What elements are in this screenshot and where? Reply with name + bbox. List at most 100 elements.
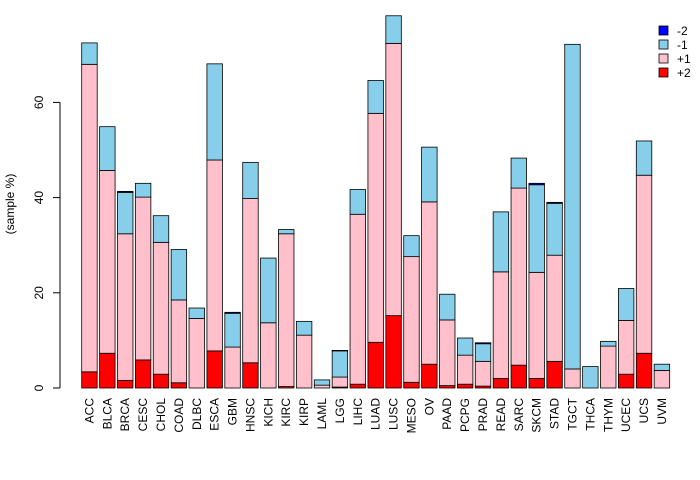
x-tick-label: DLBC bbox=[190, 398, 204, 430]
x-tick-label: LAML bbox=[315, 398, 329, 430]
bar-stack-laml bbox=[313, 379, 331, 389]
bar-stack-lihc bbox=[349, 189, 366, 389]
bar-segment-brca-plus1 bbox=[117, 233, 134, 381]
bar-segment-blca-plus2 bbox=[99, 352, 116, 389]
bar-segment-luad-plus1 bbox=[367, 112, 384, 343]
x-tick-labels: ACC BLCA BRCA CESC CHOL COAD DLBC ESCA GBM HNSC KI… bbox=[82, 397, 668, 433]
bar-segment-skcm-minus2 bbox=[528, 182, 545, 186]
y-axis: 0 20 40 60 bbox=[32, 95, 61, 391]
bar-segment-read-plus1 bbox=[492, 271, 510, 379]
bar-segment-acc-minus1 bbox=[81, 42, 98, 65]
bar-segment-chol-minus1 bbox=[152, 215, 170, 243]
bar-segment-hnsc-minus1 bbox=[242, 161, 259, 199]
x-tick-label: BLCA bbox=[100, 398, 114, 429]
x-tick-label: STAD bbox=[548, 398, 562, 429]
bar-stack-stad bbox=[546, 201, 563, 389]
bar-segment-read-plus2 bbox=[492, 378, 510, 389]
bar-segment-read-minus1 bbox=[492, 211, 510, 273]
bar-segment-chol-plus1 bbox=[152, 241, 170, 375]
x-tick-label: KIRP bbox=[297, 398, 311, 426]
bar-segment-pcpg-plus1 bbox=[456, 354, 474, 385]
bar-segment-hnsc-plus2 bbox=[242, 362, 259, 389]
x-tick-label: PAAD bbox=[440, 398, 454, 430]
bar-segment-kirc-plus1 bbox=[278, 233, 295, 387]
bar-segment-luad-plus2 bbox=[367, 341, 384, 389]
x-tick-label: PCPG bbox=[458, 398, 472, 432]
x-tick-label: SKCM bbox=[530, 398, 544, 433]
x-tick-label: OV bbox=[422, 398, 436, 415]
x-tick-label: THYM bbox=[601, 398, 615, 432]
bar-segment-ucs-plus1 bbox=[635, 174, 653, 354]
bar-segment-tgct-minus1 bbox=[564, 43, 581, 370]
legend-label: -2 bbox=[677, 24, 688, 38]
bar-segment-ucs-plus2 bbox=[635, 352, 653, 389]
x-tick-label: HNSC bbox=[243, 398, 257, 432]
legend-swatch bbox=[658, 39, 669, 50]
bar-segment-kich-minus1 bbox=[260, 257, 277, 324]
bar-segment-skcm-plus1 bbox=[528, 271, 545, 379]
x-tick-label: LIHC bbox=[351, 398, 365, 426]
bar-segment-cesc-plus2 bbox=[134, 359, 152, 389]
x-tick-label: ESCA bbox=[208, 398, 222, 431]
y-tick-label: 40 bbox=[32, 191, 46, 205]
x-tick-label: TGCT bbox=[565, 397, 579, 430]
x-tick-label: UVM bbox=[655, 398, 669, 425]
bar-segment-gbm-minus2 bbox=[224, 311, 241, 314]
y-tick-label: 60 bbox=[32, 95, 46, 109]
bar-segment-cesc-minus1 bbox=[134, 182, 152, 198]
bar-stack-meso bbox=[403, 235, 420, 389]
x-tick-label: COAD bbox=[172, 398, 186, 433]
bar-stack-esca bbox=[206, 63, 223, 389]
bar-segment-skcm-minus1 bbox=[528, 184, 545, 273]
bar-segment-sarc-minus1 bbox=[510, 157, 527, 189]
bars-group bbox=[81, 15, 671, 389]
x-tick-label: SARC bbox=[512, 398, 526, 432]
bar-segment-uvm-plus1 bbox=[653, 369, 671, 389]
bar-segment-ov-plus2 bbox=[421, 363, 438, 389]
bar-segment-meso-minus1 bbox=[403, 235, 420, 258]
bar-stack-skcm bbox=[528, 182, 545, 389]
bar-segment-ucec-plus2 bbox=[617, 373, 635, 389]
bar-segment-ucec-plus1 bbox=[617, 320, 635, 375]
x-tick-label: READ bbox=[494, 398, 508, 432]
bar-segment-blca-plus1 bbox=[99, 170, 116, 354]
legend-label: +1 bbox=[677, 52, 691, 66]
bar-segment-luad-minus1 bbox=[367, 80, 384, 114]
bar-segment-stad-plus1 bbox=[546, 254, 563, 362]
bar-segment-brca-minus1 bbox=[117, 191, 134, 235]
bar-segment-kirp-minus1 bbox=[295, 320, 313, 336]
bar-segment-thym-plus1 bbox=[600, 345, 617, 389]
legend-swatch bbox=[658, 67, 669, 78]
bar-segment-coad-minus1 bbox=[170, 249, 188, 301]
bar-stack-sarc bbox=[510, 157, 527, 389]
bar-stack-luad bbox=[367, 80, 384, 389]
bar-segment-coad-plus2 bbox=[170, 382, 188, 389]
x-tick-label: THCA bbox=[583, 398, 597, 431]
x-tick-label: UCEC bbox=[619, 398, 633, 432]
x-tick-label: LGG bbox=[333, 398, 347, 423]
x-tick-label: MESO bbox=[404, 398, 418, 433]
x-tick-label: LUSC bbox=[387, 398, 401, 430]
bar-segment-blca-minus1 bbox=[99, 126, 116, 171]
bar-segment-prad-minus1 bbox=[474, 343, 492, 362]
bar-stack-prad bbox=[474, 342, 492, 389]
bar-segment-skcm-plus2 bbox=[528, 378, 545, 389]
legend-swatch bbox=[658, 25, 669, 36]
bar-segment-stad-minus2 bbox=[546, 201, 563, 204]
bar-stack-acc bbox=[81, 42, 98, 389]
x-tick-label: CHOL bbox=[154, 398, 168, 432]
bar-stack-chol bbox=[152, 215, 170, 389]
bar-stack-pcpg bbox=[456, 337, 474, 389]
bar-segment-sarc-plus1 bbox=[510, 187, 527, 366]
bar-segment-thca-minus1 bbox=[582, 366, 599, 389]
bar-stack-gbm bbox=[224, 311, 241, 389]
bar-stack-coad bbox=[170, 249, 188, 389]
bar-segment-lgg-minus1 bbox=[331, 350, 349, 378]
bar-segment-esca-plus1 bbox=[206, 159, 223, 352]
bar-stack-lgg bbox=[331, 349, 349, 389]
bar-segment-stad-minus1 bbox=[546, 202, 563, 256]
bar-segment-thym-minus1 bbox=[600, 340, 617, 347]
legend: -2-1+1+2 bbox=[658, 24, 691, 80]
bar-stack-read bbox=[492, 211, 510, 389]
